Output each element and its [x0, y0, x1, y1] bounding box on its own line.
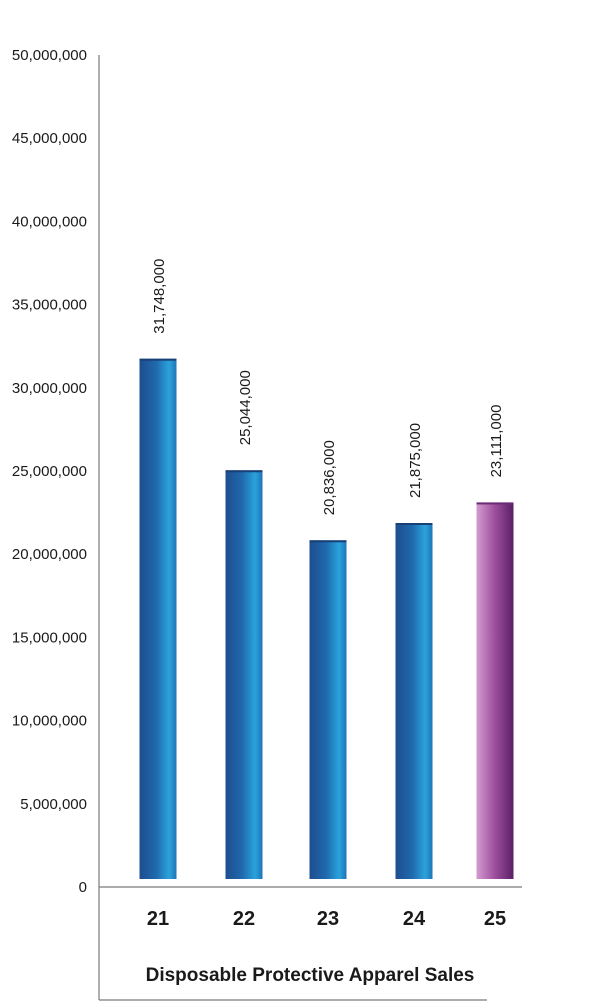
y-tick-label: 15,000,000: [12, 629, 87, 646]
x-axis: 21 22 23 24 25: [99, 886, 522, 930]
y-tick-label: 40,000,000: [12, 213, 87, 230]
data-label: 25,044,000: [237, 370, 254, 445]
y-tick-label: 0: [79, 879, 87, 896]
y-tick-label: 25,000,000: [12, 463, 87, 480]
x-tick-label: 25: [484, 908, 506, 930]
bar-cap: [225, 470, 263, 473]
x-tick-label: 23: [317, 908, 339, 930]
bar-cap: [395, 523, 433, 525]
x-tick-label: 21: [147, 908, 169, 930]
bar: [395, 523, 433, 879]
bar: [309, 540, 347, 879]
x-tick-label: 22: [233, 908, 255, 930]
data-label: 21,875,000: [407, 423, 424, 498]
bar-cap: [309, 540, 347, 543]
chart-title: Disposable Protective Apparel Sales: [146, 965, 475, 986]
y-axis: 0 5,000,000 10,000,000 15,000,000 20,000,000…: [12, 47, 487, 1001]
y-tick-label: 10,000,000: [12, 713, 87, 730]
data-label: 20,836,000: [321, 440, 338, 515]
bar-cap: [476, 502, 514, 505]
bars: 31,748,000 25,044,000 20,836,000 21,875,000…: [139, 259, 514, 880]
bar: [476, 502, 514, 879]
y-tick-label: 50,000,000: [12, 47, 87, 64]
data-label: 31,748,000: [151, 259, 168, 334]
y-tick-label: 20,000,000: [12, 546, 87, 563]
y-tick-label: 45,000,000: [12, 130, 87, 147]
bar: [225, 470, 263, 879]
bar: [139, 358, 177, 880]
data-label: 23,111,000: [488, 405, 505, 478]
y-tick-label: 5,000,000: [20, 796, 87, 813]
x-tick-label: 24: [403, 908, 426, 930]
y-tick-label: 35,000,000: [12, 297, 87, 314]
bar-cap: [139, 358, 177, 361]
y-tick-label: 30,000,000: [12, 380, 87, 397]
